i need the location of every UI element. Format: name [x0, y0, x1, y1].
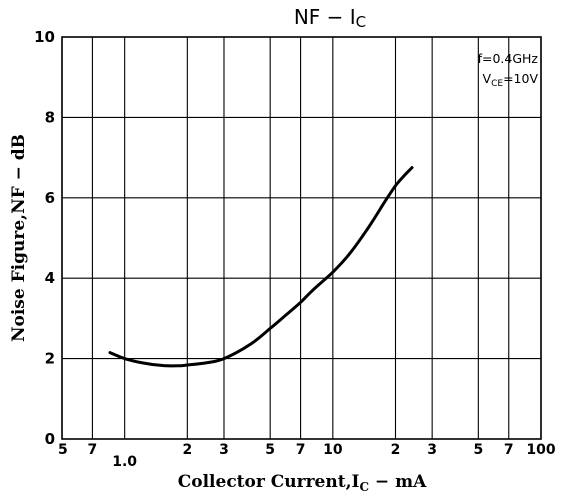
annotation-vce: VCE=10V: [483, 71, 539, 89]
x-axis-label-main: Collector Current,I: [178, 472, 360, 492]
annotation-frequency: f=0.4GHz: [478, 51, 539, 66]
x-tick-label-5: 5: [265, 442, 275, 458]
annotation-vce-tail: =10V: [503, 71, 538, 86]
y-tick-label-5: 10: [34, 28, 55, 46]
y-tick-label-4: 8: [45, 108, 55, 126]
y-tick-label-2: 4: [45, 269, 55, 287]
x-tick-label-0: 5: [58, 442, 68, 458]
x-axis-label-sub: C: [359, 480, 369, 494]
x-tick-label-7: 10: [323, 442, 343, 458]
y-tick-label-3: 6: [45, 189, 55, 207]
chart-title: NF − IC: [294, 5, 366, 31]
y-axis-label: Noise Figure,NF − dB: [9, 134, 29, 342]
grid-lines: [61, 36, 542, 440]
plot-frame: [61, 36, 542, 440]
x-tick-label-12: 100: [526, 442, 555, 458]
x-tick-label-9: 3: [427, 442, 437, 458]
x-tick-label-3: 2: [182, 442, 192, 458]
series-group: [108, 166, 414, 368]
x-tick-label-11: 7: [504, 442, 514, 458]
x-tick-label-8: 2: [391, 442, 401, 458]
x-tick-labels: 5 7 1.0 2 3 5 7 10 2 3 5 7 100: [58, 442, 556, 470]
y-tick-label-0: 0: [45, 430, 55, 448]
y-tick-labels: 0 2 4 6 8 10: [34, 28, 55, 448]
y-tick-label-1: 2: [45, 350, 55, 368]
x-tick-label-1: 7: [88, 442, 98, 458]
annotation-vce-sub: CE: [491, 79, 503, 89]
x-axis-label: Collector Current,IC − mA: [178, 472, 427, 494]
x-tick-label-10: 5: [473, 442, 483, 458]
series-line-0: [108, 166, 414, 368]
x-axis-label-unit: − mA: [369, 472, 427, 492]
chart-title-main: NF − I: [294, 5, 356, 29]
chart-title-sub: C: [356, 13, 366, 31]
x-tick-label-4: 3: [219, 442, 229, 458]
x-tick-label-6: 7: [296, 442, 306, 458]
annotation-vce-main: V: [483, 71, 492, 86]
x-tick-label-2: 1.0: [112, 454, 137, 470]
